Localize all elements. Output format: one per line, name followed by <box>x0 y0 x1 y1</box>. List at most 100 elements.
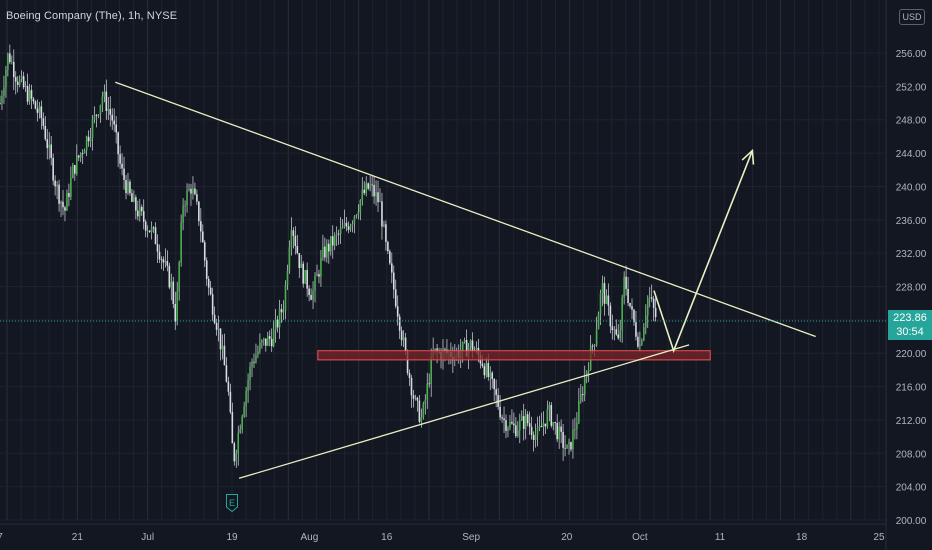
candle-body <box>591 345 594 347</box>
candle-body <box>255 355 257 363</box>
candle-body <box>580 394 582 401</box>
earnings-marker[interactable]: E <box>225 494 239 512</box>
candle-body <box>629 302 631 307</box>
candle-body <box>259 342 261 352</box>
candle-body <box>113 120 115 125</box>
candle-body <box>154 227 157 245</box>
bar-countdown: 30:54 <box>896 326 924 339</box>
candle-body <box>434 348 436 350</box>
candle-body <box>166 261 169 266</box>
candle-body <box>174 303 177 322</box>
x-tick-label: 21 <box>72 532 84 543</box>
candle-body <box>265 338 267 346</box>
candle-body <box>398 316 401 331</box>
candle-body <box>546 409 549 427</box>
candle-body <box>420 417 423 422</box>
candle-body <box>192 188 194 194</box>
arrow-head <box>741 148 755 165</box>
candle-body <box>337 233 340 235</box>
candle-body <box>34 101 37 109</box>
candle-body <box>530 426 533 435</box>
candle-body <box>349 225 352 230</box>
candle-body <box>394 289 397 307</box>
candle-body <box>318 274 320 277</box>
candle-body <box>633 309 635 323</box>
candle-body <box>483 366 486 376</box>
candle-body <box>292 230 295 236</box>
candle-body <box>414 397 417 399</box>
candle-body <box>99 104 102 115</box>
candle-body <box>36 108 39 113</box>
candle-body <box>381 201 383 227</box>
candle-body <box>215 323 218 330</box>
candle-body <box>184 205 186 207</box>
candle-body <box>528 423 531 427</box>
candle-body <box>540 425 543 428</box>
candle-body <box>24 85 27 88</box>
y-tick-label: 256.00 <box>896 49 927 60</box>
candle-body <box>570 441 572 450</box>
candle-body <box>599 293 602 315</box>
candle-body <box>235 453 238 462</box>
candle-body <box>491 372 494 379</box>
candle-body <box>601 283 604 294</box>
candle-body <box>471 340 474 351</box>
upper-trendline <box>115 81 816 338</box>
candle-body <box>631 306 633 310</box>
earnings-e-icon <box>226 494 239 512</box>
candle-body <box>91 119 94 139</box>
candle-body <box>247 380 249 391</box>
candle-body <box>481 363 484 367</box>
candle-body <box>198 201 200 222</box>
candle-body <box>475 347 478 351</box>
candle-body <box>387 241 389 252</box>
candle-body <box>639 344 641 347</box>
candle-body <box>371 184 373 186</box>
y-tick-label: 252.00 <box>896 82 927 93</box>
candle-body <box>115 124 117 133</box>
candle-body <box>251 361 253 367</box>
candle-body <box>306 270 308 289</box>
support-zone-rect <box>317 350 711 361</box>
candle-body <box>493 378 495 390</box>
candle-body <box>225 365 228 382</box>
candle-body <box>261 340 263 343</box>
candle-body <box>511 421 513 424</box>
candle-body <box>373 184 375 197</box>
candle-body <box>52 157 54 181</box>
candle-body <box>162 259 165 263</box>
candle-body <box>587 369 590 372</box>
candle-body <box>605 295 608 304</box>
candle-body <box>314 276 316 291</box>
candle-body <box>396 306 399 317</box>
candle-body <box>617 334 620 339</box>
candle-body <box>347 226 350 230</box>
candle-body <box>585 371 588 378</box>
currency-selector[interactable]: USD <box>899 9 925 25</box>
symbol-title[interactable]: Boeing Company (The), 1h, NYSE <box>6 10 178 22</box>
candle-body <box>400 330 403 341</box>
candle-body <box>635 322 637 337</box>
grid-lines <box>0 0 887 550</box>
lower-trendline <box>238 344 690 479</box>
candle-body <box>316 274 318 277</box>
candle-body <box>517 430 519 437</box>
earnings-label: E <box>229 498 236 508</box>
x-tick-label: 19 <box>226 532 238 543</box>
candle-body <box>554 422 557 424</box>
candle-body <box>72 165 74 178</box>
candle-body <box>385 224 387 242</box>
candle-body <box>223 345 226 366</box>
candle-body <box>550 404 553 426</box>
candle-body <box>526 414 529 424</box>
candle-body <box>627 288 629 303</box>
y-tick-label: 216.00 <box>896 383 927 394</box>
candle-body <box>556 423 558 440</box>
candle-body <box>217 328 220 330</box>
candle-body <box>593 344 596 347</box>
candle-body <box>227 381 230 392</box>
candle-body <box>302 263 305 284</box>
candle-body <box>562 431 564 448</box>
candle-body <box>168 265 171 288</box>
